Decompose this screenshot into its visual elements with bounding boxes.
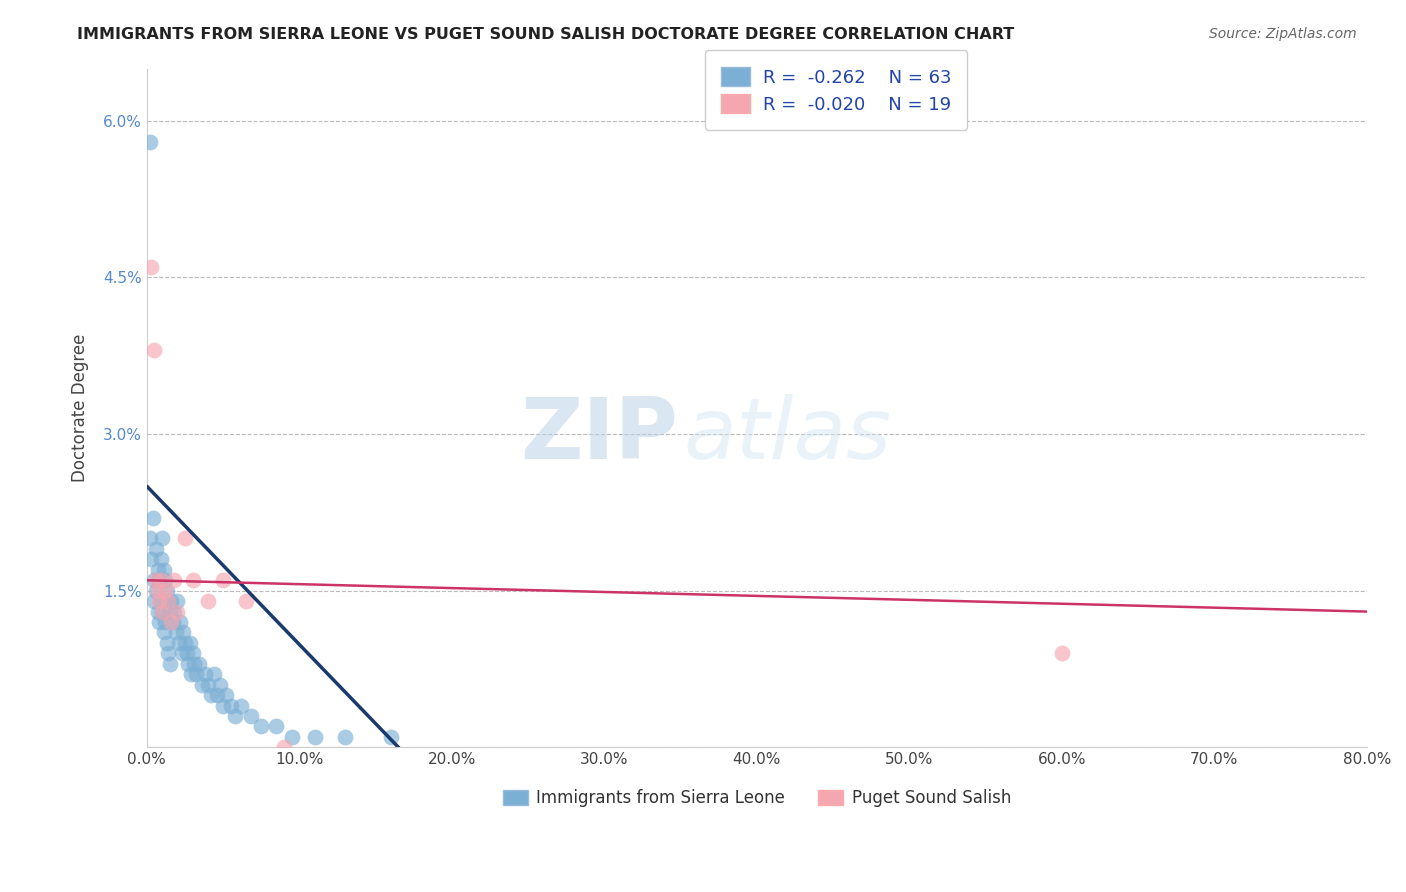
Point xyxy=(146,605,169,619)
Text: Source: ZipAtlas.com: Source: ZipAtlas.com xyxy=(1209,27,1357,41)
Point xyxy=(146,583,169,598)
Point xyxy=(224,709,246,723)
Point xyxy=(194,667,217,681)
Point xyxy=(205,688,228,702)
Point xyxy=(212,698,235,713)
Point xyxy=(172,625,194,640)
Point xyxy=(202,667,225,681)
Point xyxy=(150,532,173,546)
Point xyxy=(380,730,402,744)
Point xyxy=(141,552,163,566)
Point xyxy=(153,574,176,588)
Point xyxy=(167,636,190,650)
Point xyxy=(174,636,197,650)
Point xyxy=(152,625,174,640)
Point xyxy=(181,646,204,660)
Point xyxy=(235,594,257,608)
Point xyxy=(181,574,204,588)
Point xyxy=(165,625,187,640)
Point xyxy=(149,552,172,566)
Point xyxy=(157,594,180,608)
Point xyxy=(163,605,186,619)
Point xyxy=(142,510,165,524)
Point xyxy=(170,646,193,660)
Point xyxy=(139,135,162,149)
Point xyxy=(145,574,167,588)
Point xyxy=(157,646,180,660)
Point xyxy=(209,678,232,692)
Point xyxy=(183,657,205,671)
Point xyxy=(180,667,202,681)
Point xyxy=(191,678,214,692)
Point xyxy=(212,574,235,588)
Point xyxy=(200,688,222,702)
Point xyxy=(250,719,273,733)
Point xyxy=(143,574,166,588)
Point xyxy=(153,615,176,629)
Point xyxy=(153,583,176,598)
Point xyxy=(219,698,242,713)
Point xyxy=(187,657,209,671)
Point xyxy=(143,343,166,358)
Text: IMMIGRANTS FROM SIERRA LEONE VS PUGET SOUND SALISH DOCTORATE DEGREE CORRELATION : IMMIGRANTS FROM SIERRA LEONE VS PUGET SO… xyxy=(77,27,1015,42)
Point xyxy=(163,574,186,588)
Point xyxy=(143,594,166,608)
Point xyxy=(149,574,172,588)
Point xyxy=(150,605,173,619)
Point xyxy=(148,594,170,608)
Point xyxy=(145,583,167,598)
Point xyxy=(162,615,184,629)
Point xyxy=(1050,646,1073,660)
Point xyxy=(239,709,262,723)
Point xyxy=(333,730,356,744)
Point xyxy=(139,532,162,546)
Point xyxy=(149,594,172,608)
Point xyxy=(159,605,181,619)
Point xyxy=(266,719,288,733)
Point xyxy=(179,636,201,650)
Point xyxy=(231,698,253,713)
Point xyxy=(176,646,198,660)
Text: atlas: atlas xyxy=(683,393,891,476)
Point xyxy=(304,730,326,744)
Point xyxy=(166,594,188,608)
Text: ZIP: ZIP xyxy=(520,393,678,476)
Point xyxy=(166,605,188,619)
Point xyxy=(197,678,219,692)
Legend: Immigrants from Sierra Leone, Puget Sound Salish: Immigrants from Sierra Leone, Puget Soun… xyxy=(496,782,1018,814)
Point xyxy=(273,740,295,755)
Point xyxy=(157,594,180,608)
Point xyxy=(141,260,163,274)
Point xyxy=(148,574,170,588)
Point xyxy=(197,594,219,608)
Point xyxy=(177,657,200,671)
Point xyxy=(215,688,238,702)
Point xyxy=(184,667,207,681)
Point xyxy=(169,615,191,629)
Point xyxy=(156,636,179,650)
Point xyxy=(145,541,167,556)
Y-axis label: Doctorate Degree: Doctorate Degree xyxy=(72,334,89,482)
Point xyxy=(152,563,174,577)
Point xyxy=(174,532,197,546)
Point xyxy=(160,615,183,629)
Point xyxy=(159,657,181,671)
Point xyxy=(280,730,302,744)
Point xyxy=(160,594,183,608)
Point xyxy=(146,563,169,577)
Point xyxy=(150,605,173,619)
Point xyxy=(156,583,179,598)
Point xyxy=(148,615,170,629)
